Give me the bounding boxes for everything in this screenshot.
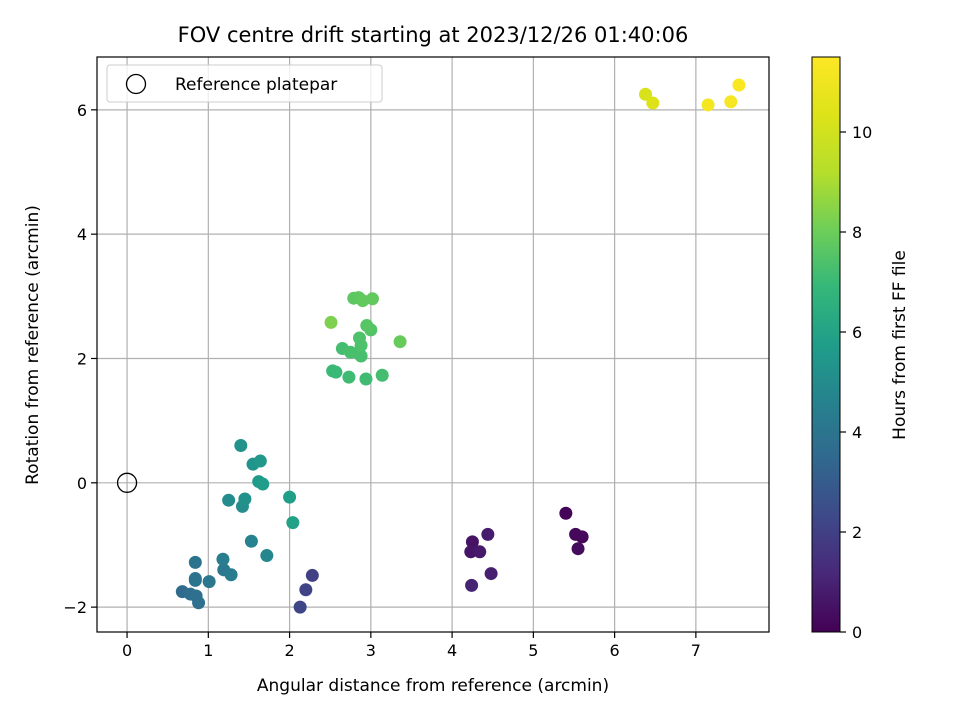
data-point	[324, 315, 338, 329]
colorbar-tick-label: 8	[852, 223, 862, 242]
x-tick-label: 3	[366, 641, 376, 660]
data-point	[192, 596, 206, 610]
data-point	[283, 490, 297, 504]
data-point	[559, 506, 573, 520]
data-point	[188, 555, 202, 569]
reference-marker	[116, 472, 138, 493]
x-tick-label: 2	[284, 641, 294, 660]
data-point	[244, 534, 258, 548]
data-point	[473, 545, 487, 559]
legend-open-circle-icon	[125, 73, 147, 95]
legend-box	[106, 64, 383, 103]
colorbar-tick-label: 4	[852, 423, 862, 442]
x-tick-label: 4	[447, 641, 457, 660]
axis-ticks: 0 1 2 3 4 5 6 7 −2 0 2 4 6	[63, 101, 701, 660]
data-point	[360, 319, 374, 333]
y-tick-label: −2	[63, 598, 87, 617]
data-point	[481, 527, 495, 541]
colorbar-label: Hours from first FF file	[890, 250, 910, 440]
x-tick-label: 6	[610, 641, 620, 660]
data-point	[299, 583, 313, 597]
data-point	[575, 530, 589, 544]
colorbar-tick-label: 6	[852, 323, 862, 342]
x-tick-label: 7	[691, 641, 701, 660]
plot-frame	[96, 56, 770, 633]
data-point	[354, 349, 368, 363]
x-tick-label: 5	[528, 641, 538, 660]
data-point	[352, 331, 366, 345]
data-point	[356, 294, 370, 308]
y-tick-label: 2	[77, 349, 87, 368]
y-tick-label: 4	[77, 225, 87, 244]
colorbar-tick-label: 10	[852, 123, 872, 142]
x-axis-label: Angular distance from reference (arcmin)	[257, 676, 609, 696]
data-point	[188, 572, 202, 586]
data-point	[365, 292, 379, 306]
data-point	[329, 365, 343, 379]
data-points	[175, 78, 746, 614]
colorbar-ticks: 0 2 4 6 8 10	[840, 123, 872, 642]
data-point	[464, 545, 478, 559]
data-point	[202, 575, 216, 589]
reference-marker-group	[116, 472, 138, 493]
colorbar: 0 2 4 6 8 10 Hours from first FF file	[811, 56, 910, 642]
data-point	[484, 567, 498, 581]
colorbar-gradient	[811, 56, 841, 633]
data-point	[646, 96, 660, 110]
data-point	[732, 78, 746, 92]
y-axis-label: Rotation from reference (arcmin)	[23, 205, 43, 485]
data-point	[234, 439, 248, 453]
chart-title: FOV centre drift starting at 2023/12/26 …	[178, 23, 689, 47]
colorbar-tick-label: 0	[852, 623, 862, 642]
data-point	[253, 454, 267, 468]
data-point	[465, 535, 479, 549]
y-tick-label: 0	[77, 474, 87, 493]
data-point	[286, 516, 300, 530]
data-point	[216, 552, 230, 566]
data-point	[359, 372, 373, 386]
data-point	[571, 542, 585, 556]
legend: Reference platepar	[106, 64, 383, 103]
legend-label: Reference platepar	[175, 75, 337, 95]
data-point	[465, 578, 479, 592]
data-point	[293, 600, 307, 614]
x-tick-label: 0	[122, 641, 132, 660]
data-point	[222, 493, 236, 507]
data-point	[375, 368, 389, 382]
data-point	[638, 87, 652, 101]
data-point	[701, 98, 715, 112]
data-point	[724, 95, 738, 109]
grid	[97, 57, 769, 632]
data-point	[224, 568, 238, 582]
data-point	[342, 370, 356, 384]
data-point	[305, 568, 319, 582]
data-point	[393, 335, 407, 349]
data-point	[260, 549, 274, 563]
data-point	[256, 477, 270, 491]
y-tick-label: 6	[77, 101, 87, 120]
colorbar-tick-label: 2	[852, 523, 862, 542]
data-point	[238, 492, 252, 506]
x-tick-label: 1	[203, 641, 213, 660]
